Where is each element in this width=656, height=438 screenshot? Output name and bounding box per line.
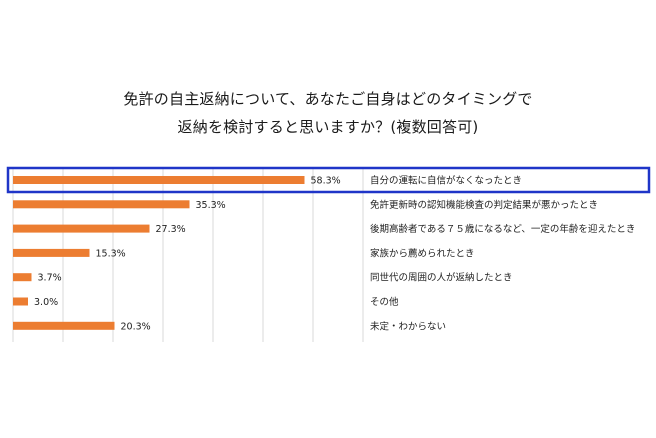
value-label-4: 3.7%	[38, 273, 62, 284]
chart-title-line-2: 返納を検討すると思いますか？(複数回答可)	[177, 118, 479, 136]
value-label-3: 15.3%	[96, 248, 126, 259]
value-label-1: 35.3%	[196, 200, 226, 211]
category-label-6: 未定・わからない	[370, 320, 446, 332]
highlight-box	[6, 166, 651, 194]
category-label-0: 自分の運転に自信がなくなったとき	[370, 175, 522, 187]
bar-2	[13, 224, 150, 233]
bar-6	[13, 321, 115, 330]
category-label-1: 免許更新時の認知機能検査の判定結果が悪かったとき	[370, 199, 598, 211]
value-label-5: 3.0%	[34, 297, 58, 308]
value-label-2: 27.3%	[156, 224, 186, 235]
bar-5	[13, 297, 28, 306]
chart-title-line-1: 免許の自主返納について、あなたご自身はどのタイミングで	[123, 90, 533, 108]
value-label-6: 20.3%	[121, 321, 151, 332]
category-label-5: その他	[370, 296, 399, 308]
category-label-2: 後期高齢者である７５歳になるなど、一定の年齢を迎えたとき	[370, 223, 635, 235]
category-label-3: 家族から薦められたとき	[370, 247, 475, 259]
bar-0	[13, 176, 305, 184]
bar-3	[13, 248, 90, 257]
bar-1	[13, 200, 190, 209]
value-label-0: 58.3%	[311, 176, 341, 187]
bar-4	[13, 273, 32, 282]
category-label-4: 同世代の周囲の人が返納したとき	[370, 272, 513, 284]
